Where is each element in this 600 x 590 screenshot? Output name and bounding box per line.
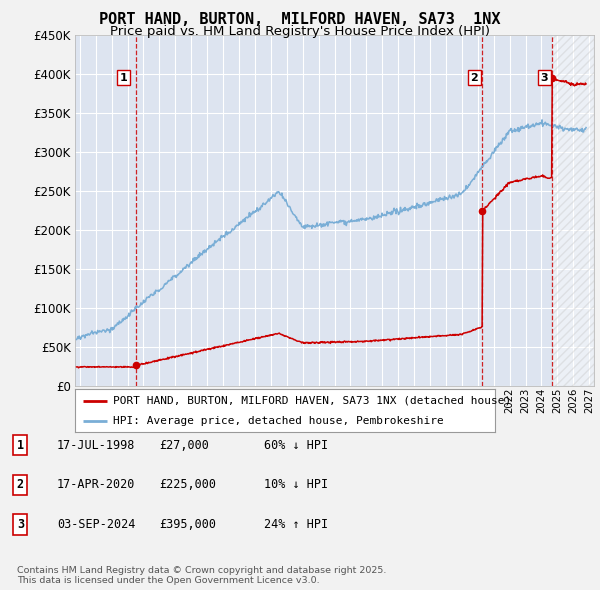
Text: HPI: Average price, detached house, Pembrokeshire: HPI: Average price, detached house, Pemb…: [113, 417, 443, 426]
Text: PORT HAND, BURTON,  MILFORD HAVEN, SA73  1NX: PORT HAND, BURTON, MILFORD HAVEN, SA73 1…: [99, 12, 501, 27]
Text: 2: 2: [470, 73, 478, 83]
Text: PORT HAND, BURTON, MILFORD HAVEN, SA73 1NX (detached house): PORT HAND, BURTON, MILFORD HAVEN, SA73 1…: [113, 396, 511, 406]
Text: 60% ↓ HPI: 60% ↓ HPI: [264, 439, 328, 452]
Text: 3: 3: [17, 518, 24, 531]
Text: 17-JUL-1998: 17-JUL-1998: [57, 439, 136, 452]
Text: Price paid vs. HM Land Registry's House Price Index (HPI): Price paid vs. HM Land Registry's House …: [110, 25, 490, 38]
Text: 2: 2: [17, 478, 24, 491]
Text: 1: 1: [119, 73, 127, 83]
Text: 17-APR-2020: 17-APR-2020: [57, 478, 136, 491]
Text: 24% ↑ HPI: 24% ↑ HPI: [264, 518, 328, 531]
Text: £395,000: £395,000: [159, 518, 216, 531]
Text: 1: 1: [17, 439, 24, 452]
Text: £27,000: £27,000: [159, 439, 209, 452]
Text: Contains HM Land Registry data © Crown copyright and database right 2025.
This d: Contains HM Land Registry data © Crown c…: [17, 566, 386, 585]
Bar: [552, 35, 594, 386]
Text: 3: 3: [541, 73, 548, 83]
Text: 03-SEP-2024: 03-SEP-2024: [57, 518, 136, 531]
Text: £225,000: £225,000: [159, 478, 216, 491]
Text: 10% ↓ HPI: 10% ↓ HPI: [264, 478, 328, 491]
